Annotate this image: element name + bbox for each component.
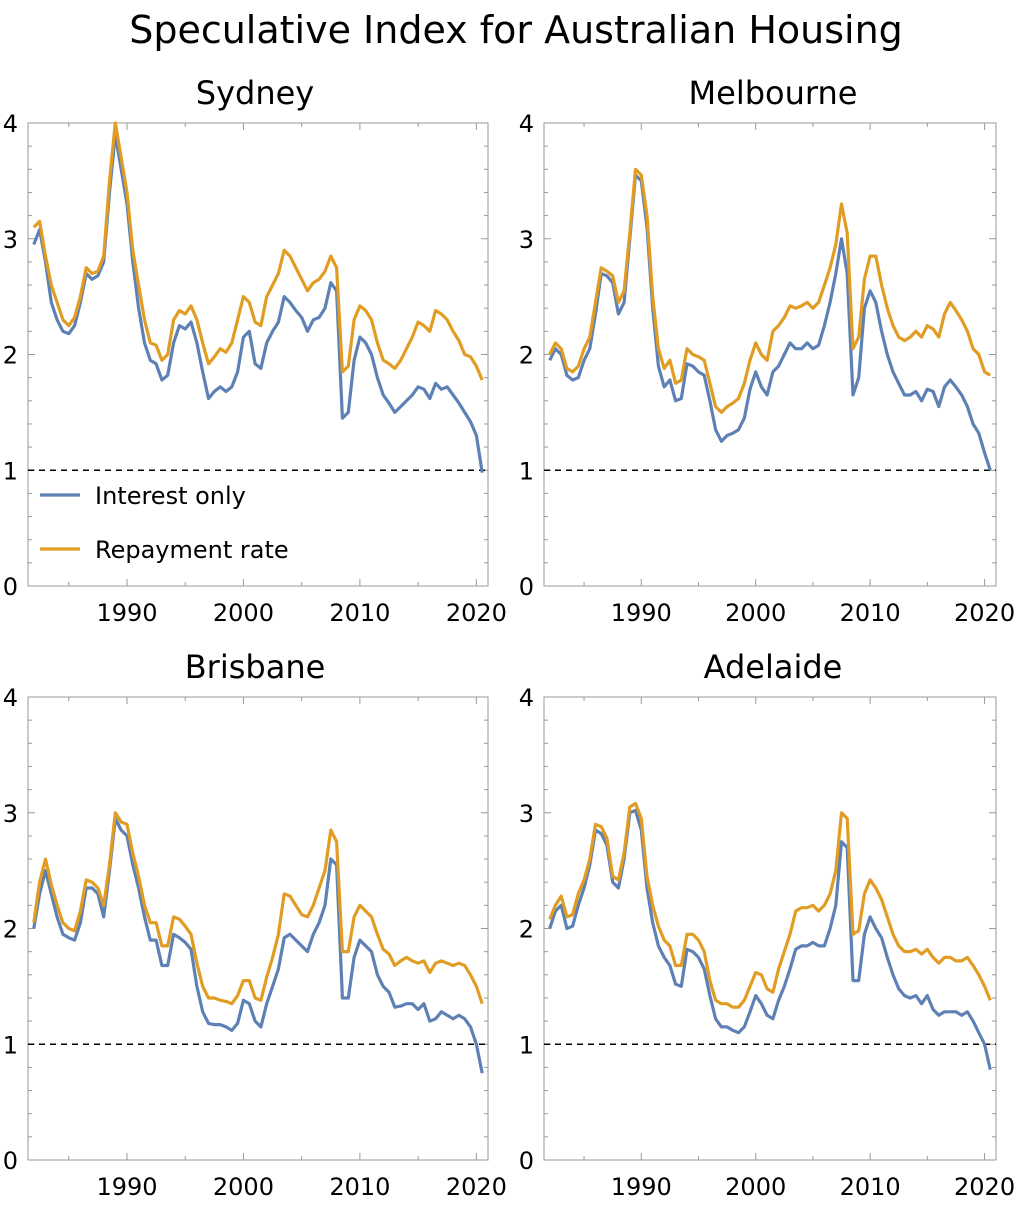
y-tick-label: 0 [3,573,18,601]
chart-panel-melbourne: Melbourne 0 1 2 3 4 1990 2000 2010 2020 [519,74,1015,627]
series-line-repayment-rate [32,121,484,381]
y-tick-label: 3 [519,800,534,828]
y-tick-label: 3 [519,226,534,254]
x-tick-label: 2000 [725,599,786,627]
series-line-interest-only [548,173,992,471]
series-line-interest-only [32,816,484,1074]
x-tick-label: 2010 [329,599,390,627]
x-tick-label: 1990 [611,1173,672,1201]
y-tick-label: 4 [519,110,534,138]
x-tick-label: 2010 [840,1173,901,1201]
y-tick-label: 4 [3,110,18,138]
series-line-interest-only [548,808,992,1071]
x-tick-label: 2000 [213,1173,274,1201]
x-tick-label: 2000 [725,1173,786,1201]
panel-title: Adelaide [704,648,843,686]
x-tick-label: 2010 [329,1173,390,1201]
chart-panel-adelaide: Adelaide 0 1 2 3 4 1990 2000 2010 2020 [519,648,1015,1201]
series-line-repayment-rate [548,167,992,414]
y-tick-label: 0 [3,1147,18,1175]
panel-title: Sydney [196,74,314,112]
x-tick-label: 2020 [954,599,1015,627]
series-line-repayment-rate [548,801,992,1009]
y-tick-label: 3 [3,226,18,254]
plot-frame [27,122,489,587]
panel-title: Brisbane [185,648,326,686]
y-tick-label: 1 [3,457,18,485]
y-tick-label: 0 [519,573,534,601]
y-tick-label: 2 [519,916,534,944]
x-tick-label: 2020 [446,1173,507,1201]
chart-panel-brisbane: Brisbane 0 1 2 3 4 1990 2000 2010 2020 [3,648,507,1201]
x-tick-label: 2010 [840,599,901,627]
y-tick-label: 1 [3,1031,18,1059]
x-tick-label: 1990 [96,599,157,627]
legend-entry: Repayment rate [95,536,289,564]
series-line-repayment-rate [32,811,484,1006]
y-tick-label: 4 [3,684,18,712]
series-line-interest-only [32,133,484,473]
y-tick-label: 2 [519,342,534,370]
plot-frame [543,122,997,587]
panel-title: Melbourne [689,74,858,112]
chart-panel-sydney: Sydney 0 1 2 3 4 1990 2000 2010 2020 Interest only… [3,74,507,627]
y-tick-label: 1 [519,457,534,485]
y-tick-label: 1 [519,1031,534,1059]
x-tick-label: 2000 [213,599,274,627]
y-tick-label: 2 [3,916,18,944]
legend-entry: Interest only [95,482,246,510]
x-tick-label: 2020 [954,1173,1015,1201]
x-tick-label: 2020 [446,599,507,627]
y-tick-label: 4 [519,684,534,712]
y-tick-label: 0 [519,1147,534,1175]
plot-frame [543,696,997,1161]
x-tick-label: 1990 [96,1173,157,1201]
page-title: Speculative Index for Australian Housing [129,8,903,52]
y-tick-label: 2 [3,342,18,370]
plot-frame [27,696,489,1161]
y-tick-label: 3 [3,800,18,828]
x-tick-label: 1990 [611,599,672,627]
